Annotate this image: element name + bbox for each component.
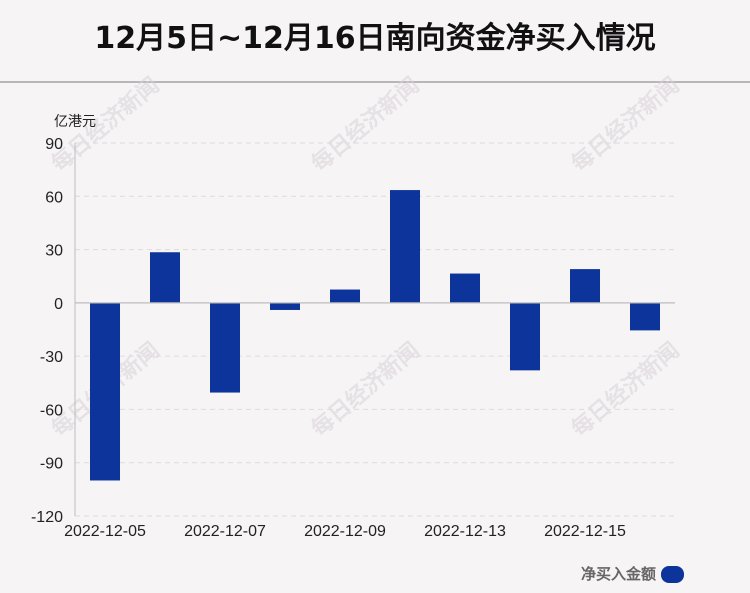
y-unit-label: 亿港元 xyxy=(54,114,96,130)
watermark-text: 每日经济新闻 xyxy=(307,72,425,177)
bar xyxy=(150,252,180,303)
legend-swatch xyxy=(661,566,684,583)
x-tick-label: 2022-12-15 xyxy=(544,523,626,540)
bar xyxy=(630,302,660,331)
x-axis: 2022-12-05 2022-12-07 2022-12-09 2022-12-13… xyxy=(64,302,675,540)
watermark-text: 每日经济新闻 xyxy=(567,337,685,442)
y-tick-label: -30 xyxy=(40,349,63,366)
y-tick-label: 60 xyxy=(45,189,63,206)
legend-label: 净买入金额 xyxy=(581,565,656,583)
y-tick-label: -120 xyxy=(31,509,63,526)
legend: 净买入金额 xyxy=(581,565,684,583)
watermark-text: 每日经济新闻 xyxy=(567,72,685,177)
y-tick-label: 90 xyxy=(45,136,63,153)
x-tick-label: 2022-12-07 xyxy=(184,523,266,540)
bar xyxy=(510,302,540,371)
title-divider xyxy=(0,81,750,83)
y-axis: 90 60 30 0 -30 -60 -90 -120 xyxy=(31,136,76,526)
x-tick-label: 2022-12-05 xyxy=(64,523,146,540)
watermark-layer: 每日经济新闻每日经济新闻每日经济新闻每日经济新闻每日经济新闻每日经济新闻 xyxy=(47,72,685,442)
watermark-text: 每日经济新闻 xyxy=(307,337,425,442)
x-tick-label: 2022-12-09 xyxy=(304,523,386,540)
x-tick-label: 2022-12-13 xyxy=(424,523,506,540)
grid-lines xyxy=(75,142,675,517)
chart-title: 12月5日~12月16日南向资金净买入情况 xyxy=(94,21,656,56)
bar xyxy=(90,302,120,481)
bars xyxy=(90,190,660,481)
bar xyxy=(210,302,240,393)
bar xyxy=(330,289,360,303)
y-tick-label: -90 xyxy=(40,456,63,473)
bar xyxy=(390,190,420,303)
y-tick-label: 0 xyxy=(54,296,63,313)
bar xyxy=(570,269,600,303)
y-tick-label: -60 xyxy=(40,402,63,419)
bar xyxy=(270,302,300,310)
bar xyxy=(450,273,480,303)
y-tick-label: 30 xyxy=(45,243,63,260)
